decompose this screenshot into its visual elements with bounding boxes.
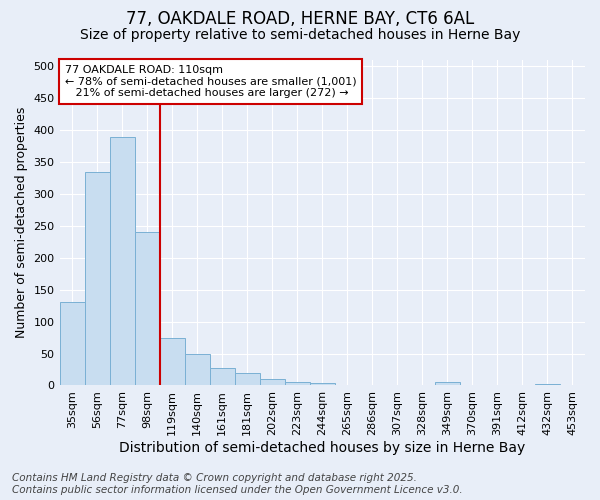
Bar	[435, 382, 460, 386]
Bar	[85, 172, 110, 386]
Text: 77 OAKDALE ROAD: 110sqm
← 78% of semi-detached houses are smaller (1,001)
   21%: 77 OAKDALE ROAD: 110sqm ← 78% of semi-de…	[65, 65, 356, 98]
Y-axis label: Number of semi-detached properties: Number of semi-detached properties	[15, 107, 28, 338]
Bar	[209, 368, 235, 386]
Bar	[535, 384, 560, 386]
X-axis label: Distribution of semi-detached houses by size in Herne Bay: Distribution of semi-detached houses by …	[119, 441, 526, 455]
Bar	[310, 383, 335, 386]
Text: Contains HM Land Registry data © Crown copyright and database right 2025.
Contai: Contains HM Land Registry data © Crown c…	[12, 474, 463, 495]
Bar	[134, 232, 160, 386]
Bar	[59, 302, 85, 386]
Bar	[185, 354, 209, 386]
Text: Size of property relative to semi-detached houses in Herne Bay: Size of property relative to semi-detach…	[80, 28, 520, 42]
Bar	[260, 379, 285, 386]
Bar	[110, 136, 134, 386]
Text: 77, OAKDALE ROAD, HERNE BAY, CT6 6AL: 77, OAKDALE ROAD, HERNE BAY, CT6 6AL	[126, 10, 474, 28]
Bar	[285, 382, 310, 386]
Bar	[160, 338, 185, 386]
Bar	[235, 372, 260, 386]
